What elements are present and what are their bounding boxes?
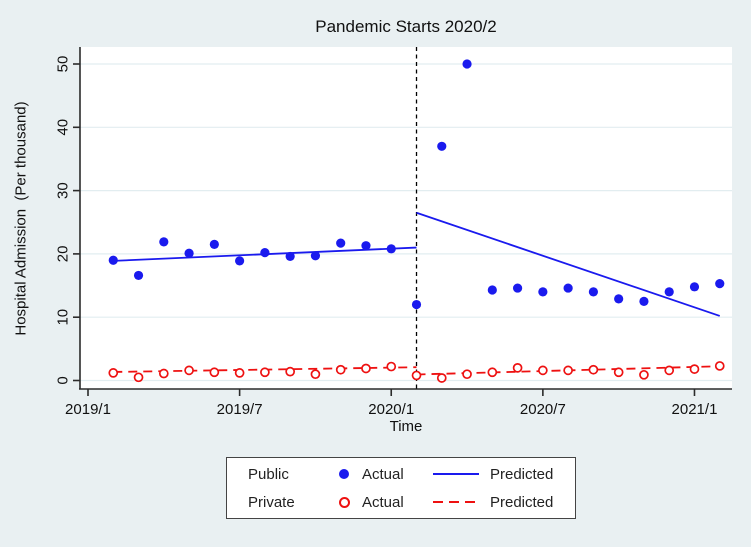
public-predicted-line-icon <box>432 471 480 477</box>
svg-text:2021/1: 2021/1 <box>672 401 718 418</box>
svg-text:0: 0 <box>55 376 72 384</box>
svg-text:10: 10 <box>55 309 72 326</box>
legend-group-private: Private <box>248 493 295 511</box>
chart-title: Pandemic Starts 2020/2 <box>315 17 497 36</box>
svg-text:30: 30 <box>55 182 72 199</box>
public-actual-marker-icon <box>334 469 354 479</box>
legend-label-public-actual: Actual <box>362 465 404 483</box>
svg-text:50: 50 <box>55 56 72 73</box>
legend-label-private-predicted: Predicted <box>490 493 554 511</box>
legend-label-public-predicted: Predicted <box>490 465 554 483</box>
svg-text:20: 20 <box>55 246 72 263</box>
y-axis-title: Hospital Admission (Per thousand) <box>12 101 30 336</box>
svg-text:2019/7: 2019/7 <box>217 401 263 418</box>
svg-text:2020/1: 2020/1 <box>368 401 414 418</box>
svg-text:40: 40 <box>55 119 72 136</box>
private-actual-marker-icon <box>334 496 354 508</box>
legend-group-public: Public <box>248 465 289 483</box>
svg-text:2020/7: 2020/7 <box>520 401 566 418</box>
legend-row-public: Public Actual Predicted <box>227 462 575 486</box>
legend: Public Actual Predicted Private Actual P… <box>226 457 576 519</box>
legend-row-private: Private Actual Predicted <box>227 490 575 514</box>
legend-label-private-actual: Actual <box>362 493 404 511</box>
svg-text:2019/1: 2019/1 <box>65 401 111 418</box>
private-predicted-line-icon <box>432 499 480 505</box>
x-axis-title: Time <box>389 418 423 435</box>
